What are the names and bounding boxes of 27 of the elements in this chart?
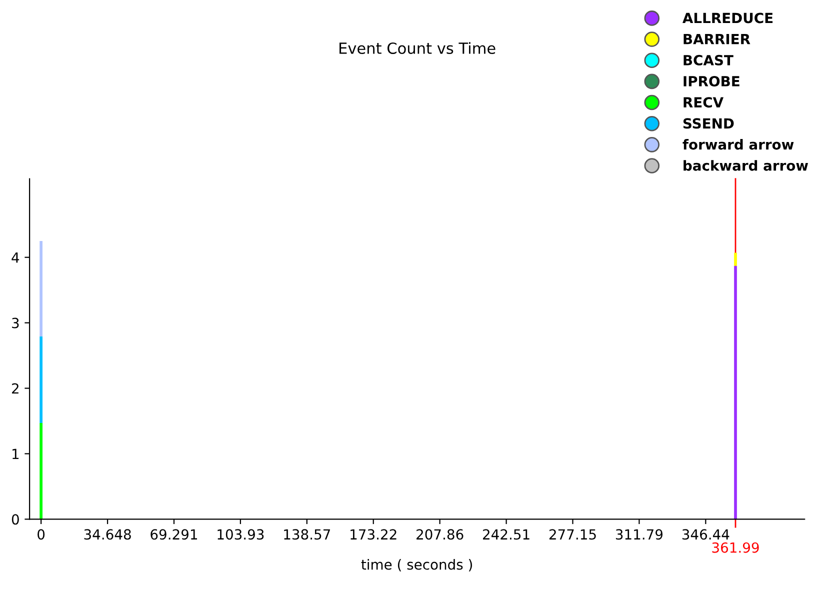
x-tick-label: 34.648 (84, 529, 131, 540)
chart-title: Event Count vs Time (340, 42, 496, 54)
legend-label: SSEND (683, 118, 734, 129)
x-tick-label: 69.291 (150, 529, 198, 540)
x-tick-label: 207.86 (416, 529, 464, 540)
x-tick-label: 138.57 (284, 529, 330, 540)
x-tick-label: 346.44 (682, 529, 730, 540)
y-tick-label: 4 (12, 252, 20, 263)
legend-label: forward arrow (682, 138, 794, 150)
y-tick-label: 3 (12, 318, 19, 328)
x-tick-label: 0 (38, 529, 45, 540)
x-tick-label: 173.22 (350, 529, 396, 540)
x-tick-label: 103.93 (218, 529, 264, 540)
y-tick-label: 0 (12, 514, 19, 525)
legend-label: RECV (684, 97, 724, 108)
legend-label: BARRIER (684, 34, 750, 44)
ref-line-label: 361.99 (712, 542, 759, 553)
x-tick-label: 242.51 (483, 529, 530, 540)
legend-label: BCAST (684, 54, 734, 66)
legend-label: backward arrow (684, 160, 808, 171)
y-tick-label: 2 (12, 383, 18, 394)
x-axis-title: time ( seconds ) (361, 559, 472, 572)
legend-label: ALLREDUCE (682, 12, 773, 24)
x-tick-label: 277.15 (549, 529, 596, 540)
y-tick-label: 1 (12, 448, 19, 459)
x-tick-label: 311.79 (616, 529, 663, 540)
legend-label: IPROBE (684, 76, 740, 86)
